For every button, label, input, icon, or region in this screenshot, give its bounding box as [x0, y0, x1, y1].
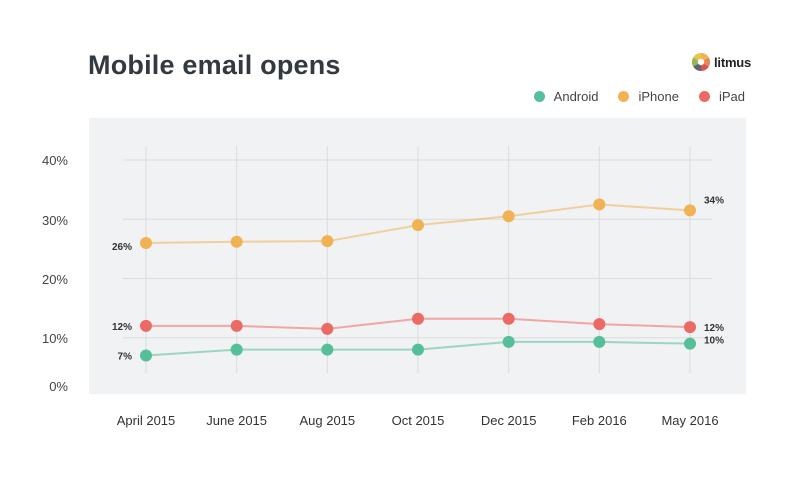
data-point-iphone [684, 204, 696, 217]
x-tick-label: Dec 2015 [481, 413, 537, 428]
y-tick-label: 20% [42, 272, 68, 287]
legend-swatch-ipad [698, 91, 710, 102]
data-point-iphone [230, 235, 243, 248]
x-tick-label: Aug 2015 [299, 413, 355, 428]
data-point-ipad [230, 319, 243, 332]
data-point-android [412, 343, 424, 356]
data-point-android [230, 343, 243, 356]
legend-label-ipad: iPad [718, 89, 745, 104]
data-label: 10% [704, 336, 724, 347]
y-tick-label: 0% [49, 379, 68, 394]
y-tick-label: 30% [42, 213, 68, 228]
chart-legend: Android iPhone iPad [533, 89, 745, 104]
data-point-ipad [593, 318, 606, 331]
legend-item-ipad: iPad [698, 89, 745, 104]
legend-item-iphone: iPhone [618, 89, 679, 104]
legend-item-android: Android [533, 89, 599, 104]
x-tick-label: June 2015 [206, 413, 267, 428]
data-label: 7% [118, 352, 133, 363]
data-point-iphone [321, 235, 334, 248]
data-label: 26% [112, 242, 132, 253]
data-point-ipad [412, 312, 424, 325]
x-tick-label: Oct 2015 [392, 413, 445, 428]
brand-name: litmus [714, 54, 752, 70]
data-point-ipad [140, 319, 152, 332]
data-point-iphone [412, 219, 424, 232]
data-label: 12% [704, 323, 724, 334]
data-point-android [140, 349, 152, 362]
data-point-android [684, 337, 696, 350]
data-point-iphone [140, 236, 152, 249]
legend-label-android: Android [553, 89, 599, 104]
y-tick-label: 40% [42, 153, 68, 168]
legend-swatch-android [533, 91, 545, 102]
brand-logo: litmus [692, 53, 751, 71]
litmus-logo-icon [692, 53, 710, 71]
data-point-ipad [321, 322, 334, 335]
data-point-android [593, 335, 606, 348]
chart-title: Mobile email opens [88, 50, 341, 80]
legend-swatch-iphone [618, 91, 630, 102]
x-tick-label: May 2016 [661, 413, 718, 428]
data-label: 12% [112, 322, 132, 333]
data-point-android [502, 335, 515, 348]
y-tick-label: 10% [42, 331, 68, 346]
legend-label-iphone: iPhone [638, 89, 679, 104]
data-point-iphone [502, 210, 515, 223]
data-point-android [321, 343, 334, 356]
data-label: 34% [704, 195, 724, 206]
data-point-iphone [593, 198, 606, 211]
x-tick-label: April 2015 [117, 413, 176, 428]
data-point-ipad [684, 321, 696, 334]
data-point-ipad [502, 312, 515, 325]
x-tick-label: Feb 2016 [572, 413, 627, 428]
